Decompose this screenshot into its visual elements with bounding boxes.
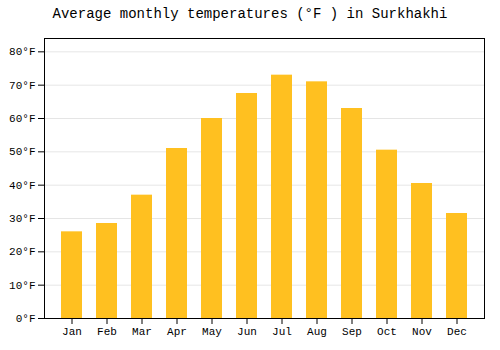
- svg-text:30°F: 30°F: [9, 213, 35, 225]
- svg-text:70°F: 70°F: [9, 80, 35, 92]
- svg-text:May: May: [202, 326, 222, 338]
- html-text:Average monthly temperatures (: Average monthly temperatures (°F ) in Su…: [52, 6, 448, 22]
- svg-text:10°F: 10°F: [9, 280, 35, 292]
- svg-text:Feb: Feb: [97, 326, 117, 338]
- svg-text:80°F: 80°F: [9, 46, 35, 58]
- svg-text:Aug: Aug: [307, 326, 327, 338]
- svg-text:Oct: Oct: [377, 326, 397, 338]
- svg-text:Apr: Apr: [167, 326, 187, 338]
- svg-text:Dec: Dec: [447, 326, 467, 338]
- svg-text:0°F: 0°F: [16, 313, 36, 325]
- svg-text:50°F: 50°F: [9, 146, 35, 158]
- svg-text:60°F: 60°F: [9, 113, 35, 125]
- svg-text:Nov: Nov: [412, 326, 432, 338]
- svg-text:Sep: Sep: [342, 326, 362, 338]
- svg-text:Mar: Mar: [132, 326, 152, 338]
- svg-text:Jul: Jul: [272, 326, 292, 338]
- svg-text:Jan: Jan: [62, 326, 82, 338]
- svg-text:20°F: 20°F: [9, 246, 35, 258]
- svg-text:40°F: 40°F: [9, 180, 35, 192]
- svg-text:Jun: Jun: [237, 326, 257, 338]
